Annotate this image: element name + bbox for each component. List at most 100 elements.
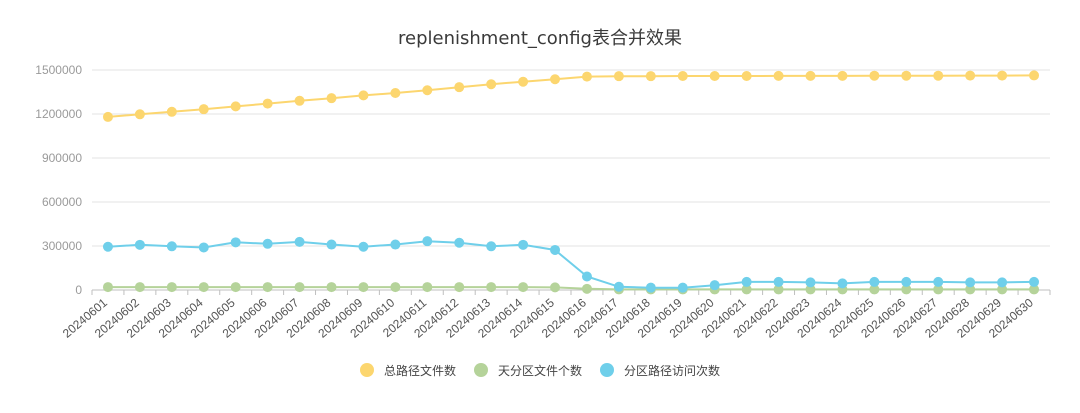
legend-marker [473, 363, 488, 377]
legend: 总路径文件数 天分区文件个数 分区路径访问次数 [0, 358, 1080, 382]
data-point[interactable] [709, 280, 720, 291]
data-point[interactable] [326, 239, 337, 250]
data-point[interactable] [294, 95, 305, 106]
data-point[interactable] [358, 90, 369, 101]
chart-title: replenishment_config表合并效果 [398, 28, 682, 49]
data-point[interactable] [454, 237, 465, 248]
data-point[interactable] [773, 276, 784, 287]
data-point[interactable] [390, 239, 401, 250]
data-point[interactable] [198, 282, 209, 293]
data-point[interactable] [166, 241, 177, 252]
data-point[interactable] [550, 74, 561, 85]
legend-marker [359, 363, 374, 377]
data-point[interactable] [326, 93, 337, 104]
data-point[interactable] [166, 282, 177, 293]
data-point[interactable] [550, 282, 561, 293]
data-point[interactable] [102, 111, 113, 122]
data-point[interactable] [262, 238, 273, 249]
data-point[interactable] [134, 109, 145, 120]
data-point[interactable] [102, 241, 113, 252]
y-tick-label: 0 [75, 283, 82, 297]
data-point[interactable] [486, 241, 497, 252]
data-point[interactable] [550, 244, 561, 255]
data-point[interactable] [645, 282, 656, 293]
data-point[interactable] [581, 271, 592, 282]
data-point[interactable] [997, 277, 1008, 288]
data-point[interactable] [1029, 284, 1040, 295]
data-point[interactable] [486, 282, 497, 293]
series-line [107, 74, 1035, 118]
data-point[interactable] [901, 284, 912, 295]
data-point[interactable] [997, 70, 1008, 81]
data-point[interactable] [837, 70, 848, 81]
legend-label: 总路径文件数 [383, 363, 456, 378]
data-point[interactable] [134, 239, 145, 250]
data-point[interactable] [102, 282, 113, 293]
data-point[interactable] [997, 284, 1008, 295]
data-point[interactable] [741, 284, 752, 295]
legend-item[interactable]: 总路径文件数 [359, 362, 456, 379]
data-point[interactable] [454, 82, 465, 93]
data-point[interactable] [262, 282, 273, 293]
data-point[interactable] [1029, 70, 1040, 81]
data-point[interactable] [390, 88, 401, 99]
data-point[interactable] [166, 106, 177, 117]
data-point[interactable] [709, 71, 720, 82]
data-point[interactable] [741, 276, 752, 287]
data-point[interactable] [901, 276, 912, 287]
data-point[interactable] [869, 70, 880, 81]
legend-item[interactable]: 天分区文件个数 [473, 362, 582, 379]
data-point[interactable] [326, 282, 337, 293]
y-tick-label: 900000 [42, 151, 82, 165]
data-point[interactable] [965, 277, 976, 288]
data-point[interactable] [422, 236, 433, 247]
data-point[interactable] [933, 276, 944, 287]
data-point[interactable] [1029, 276, 1040, 287]
data-point[interactable] [518, 239, 529, 250]
data-point[interactable] [134, 282, 145, 293]
data-point[interactable] [933, 284, 944, 295]
data-point[interactable] [198, 242, 209, 253]
data-point[interactable] [933, 70, 944, 81]
data-point[interactable] [773, 70, 784, 81]
data-point[interactable] [230, 101, 241, 112]
data-point[interactable] [262, 98, 273, 109]
data-point[interactable] [805, 70, 816, 81]
data-point[interactable] [518, 282, 529, 293]
data-point[interactable] [645, 71, 656, 82]
data-point[interactable] [486, 79, 497, 90]
series [102, 70, 1040, 295]
data-point[interactable] [581, 283, 592, 294]
series-line [108, 286, 1034, 291]
data-point[interactable] [773, 284, 784, 295]
data-point[interactable] [294, 282, 305, 293]
data-point[interactable] [677, 71, 688, 82]
data-point[interactable] [837, 278, 848, 289]
data-point[interactable] [454, 282, 465, 293]
data-point[interactable] [230, 237, 241, 248]
data-point[interactable] [422, 85, 433, 96]
data-point[interactable] [901, 70, 912, 81]
data-point[interactable] [869, 284, 880, 295]
data-point[interactable] [677, 282, 688, 293]
data-point[interactable] [358, 282, 369, 293]
data-point[interactable] [613, 71, 624, 82]
data-point[interactable] [613, 281, 624, 292]
data-point[interactable] [805, 277, 816, 288]
data-point[interactable] [198, 104, 209, 115]
data-point[interactable] [358, 241, 369, 252]
data-point[interactable] [741, 71, 752, 82]
data-point[interactable] [965, 70, 976, 81]
data-point[interactable] [805, 284, 816, 295]
data-point[interactable] [581, 71, 592, 82]
legend-item[interactable]: 分区路径访问次数 [600, 362, 720, 379]
y-axis: 0 300000 600000 900000 1200000 1500000 [35, 63, 82, 297]
data-point[interactable] [869, 276, 880, 287]
data-point[interactable] [390, 282, 401, 293]
data-point[interactable] [422, 282, 433, 293]
data-point[interactable] [294, 236, 305, 247]
data-point[interactable] [518, 76, 529, 87]
data-point[interactable] [230, 282, 241, 293]
data-point[interactable] [965, 284, 976, 295]
